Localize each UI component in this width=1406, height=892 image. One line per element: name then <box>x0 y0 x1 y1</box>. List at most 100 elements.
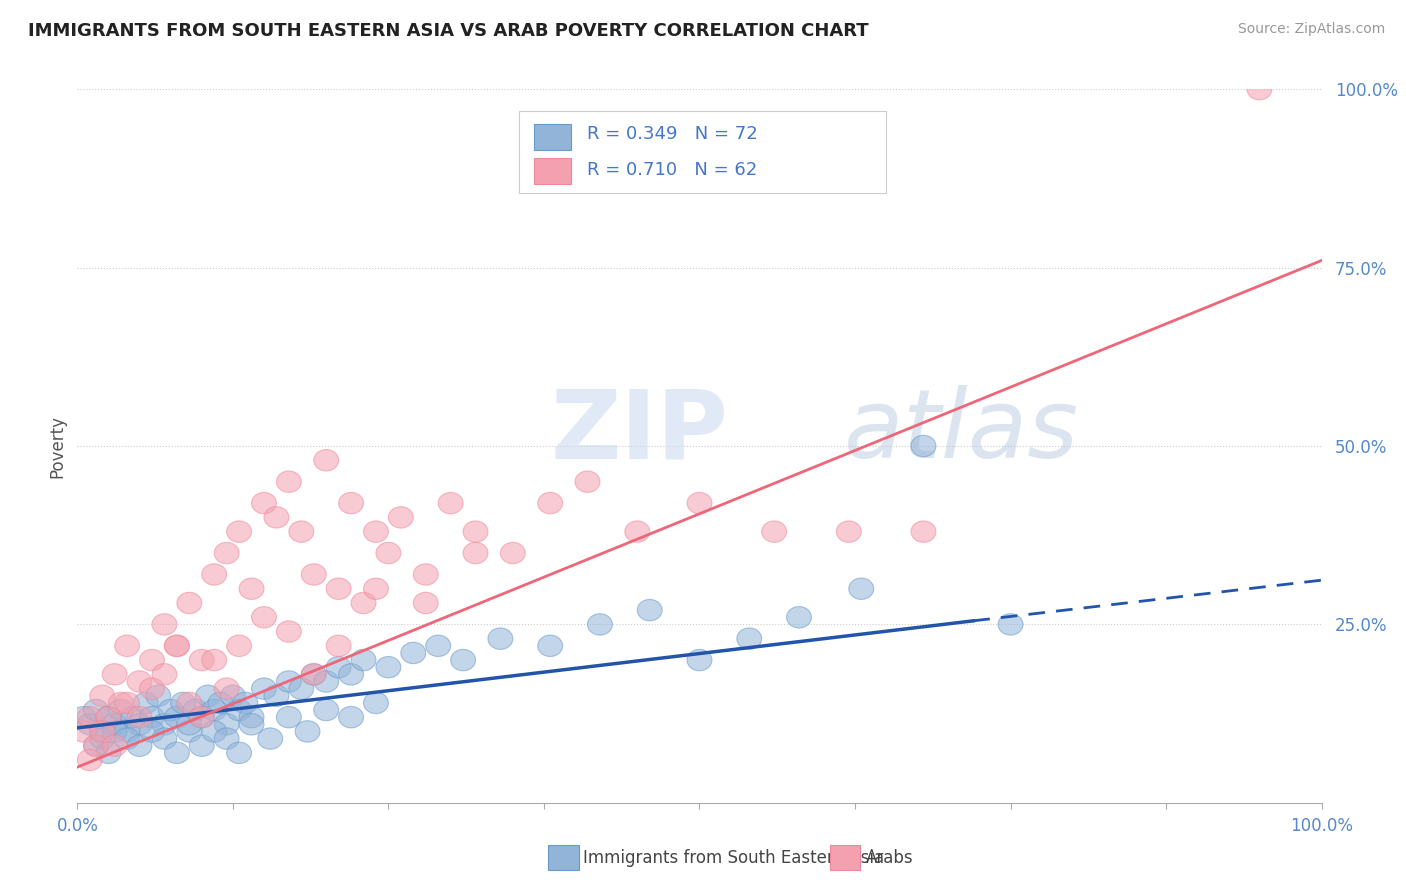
Ellipse shape <box>226 521 252 542</box>
Ellipse shape <box>96 742 121 764</box>
Ellipse shape <box>127 706 152 728</box>
Ellipse shape <box>413 564 439 585</box>
Text: Arabs: Arabs <box>866 849 914 867</box>
FancyBboxPatch shape <box>519 111 886 193</box>
Ellipse shape <box>277 471 301 492</box>
Ellipse shape <box>165 742 190 764</box>
Ellipse shape <box>202 564 226 585</box>
Ellipse shape <box>103 664 127 685</box>
Ellipse shape <box>326 635 352 657</box>
Ellipse shape <box>911 521 936 542</box>
Ellipse shape <box>737 628 762 649</box>
Ellipse shape <box>488 628 513 649</box>
Text: Source: ZipAtlas.com: Source: ZipAtlas.com <box>1237 22 1385 37</box>
Ellipse shape <box>1247 78 1272 100</box>
Ellipse shape <box>364 578 388 599</box>
Ellipse shape <box>214 678 239 699</box>
Ellipse shape <box>375 657 401 678</box>
Ellipse shape <box>190 649 214 671</box>
Ellipse shape <box>152 728 177 749</box>
Ellipse shape <box>134 692 159 714</box>
Ellipse shape <box>103 714 127 735</box>
Ellipse shape <box>83 699 108 721</box>
Ellipse shape <box>183 699 208 721</box>
Ellipse shape <box>152 614 177 635</box>
Ellipse shape <box>413 592 439 614</box>
Ellipse shape <box>90 721 115 742</box>
Ellipse shape <box>190 706 214 728</box>
Ellipse shape <box>762 521 786 542</box>
Ellipse shape <box>77 749 103 771</box>
Ellipse shape <box>375 542 401 564</box>
Ellipse shape <box>139 678 165 699</box>
Ellipse shape <box>139 706 165 728</box>
Text: ZIP: ZIP <box>550 385 728 478</box>
Ellipse shape <box>688 492 711 514</box>
Ellipse shape <box>264 685 288 706</box>
Ellipse shape <box>77 706 103 728</box>
Ellipse shape <box>127 714 152 735</box>
Ellipse shape <box>388 507 413 528</box>
Ellipse shape <box>127 671 152 692</box>
FancyBboxPatch shape <box>534 159 571 184</box>
Ellipse shape <box>202 649 226 671</box>
Ellipse shape <box>146 685 170 706</box>
Ellipse shape <box>152 714 177 735</box>
Ellipse shape <box>401 642 426 664</box>
Ellipse shape <box>252 607 277 628</box>
Ellipse shape <box>226 742 252 764</box>
Ellipse shape <box>96 706 121 728</box>
Ellipse shape <box>301 664 326 685</box>
Ellipse shape <box>214 714 239 735</box>
Ellipse shape <box>121 706 146 728</box>
Ellipse shape <box>264 507 288 528</box>
Ellipse shape <box>115 728 139 749</box>
Text: Immigrants from South Eastern Asia: Immigrants from South Eastern Asia <box>583 849 884 867</box>
Ellipse shape <box>288 678 314 699</box>
Ellipse shape <box>239 578 264 599</box>
Ellipse shape <box>463 542 488 564</box>
Ellipse shape <box>221 685 245 706</box>
Text: R = 0.349   N = 72: R = 0.349 N = 72 <box>588 125 758 143</box>
Ellipse shape <box>139 649 165 671</box>
Ellipse shape <box>911 435 936 457</box>
Ellipse shape <box>277 621 301 642</box>
Ellipse shape <box>364 692 388 714</box>
Ellipse shape <box>326 578 352 599</box>
Ellipse shape <box>239 706 264 728</box>
Ellipse shape <box>339 664 364 685</box>
Ellipse shape <box>364 521 388 542</box>
Ellipse shape <box>998 614 1024 635</box>
Ellipse shape <box>637 599 662 621</box>
Ellipse shape <box>849 578 873 599</box>
Text: R = 0.710   N = 62: R = 0.710 N = 62 <box>588 161 758 178</box>
Ellipse shape <box>295 721 321 742</box>
Ellipse shape <box>159 699 183 721</box>
Ellipse shape <box>314 699 339 721</box>
Ellipse shape <box>537 635 562 657</box>
Ellipse shape <box>177 721 202 742</box>
FancyBboxPatch shape <box>534 124 571 150</box>
Ellipse shape <box>202 721 226 742</box>
Ellipse shape <box>177 592 202 614</box>
Text: atlas: atlas <box>842 385 1077 478</box>
Ellipse shape <box>463 521 488 542</box>
Ellipse shape <box>837 521 862 542</box>
Ellipse shape <box>575 471 600 492</box>
Ellipse shape <box>451 649 475 671</box>
Ellipse shape <box>537 492 562 514</box>
Ellipse shape <box>226 699 252 721</box>
Ellipse shape <box>165 635 190 657</box>
Ellipse shape <box>239 714 264 735</box>
Ellipse shape <box>257 728 283 749</box>
Ellipse shape <box>233 692 257 714</box>
Ellipse shape <box>624 521 650 542</box>
Ellipse shape <box>115 692 139 714</box>
Ellipse shape <box>214 728 239 749</box>
Ellipse shape <box>195 685 221 706</box>
Ellipse shape <box>352 592 375 614</box>
Ellipse shape <box>226 635 252 657</box>
Ellipse shape <box>165 635 190 657</box>
Ellipse shape <box>190 735 214 756</box>
Ellipse shape <box>339 706 364 728</box>
